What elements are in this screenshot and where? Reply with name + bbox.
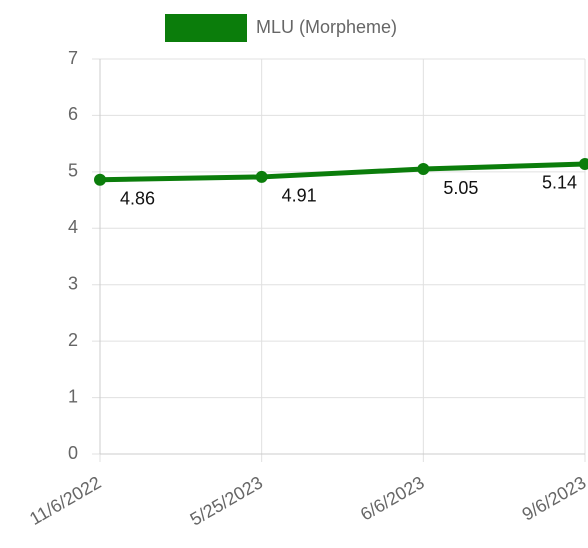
y-tick-label: 6	[68, 104, 78, 124]
y-tick-label: 1	[68, 386, 78, 406]
data-point	[579, 157, 588, 170]
data-point	[94, 173, 106, 186]
y-tick-label: 7	[68, 48, 78, 68]
data-point	[255, 170, 268, 183]
y-tick-label: 0	[68, 443, 78, 463]
data-label: 5.05	[443, 178, 478, 198]
y-tick-label: 4	[68, 217, 78, 237]
x-tick-label: 5/25/2023	[187, 472, 266, 529]
x-tick-label: 9/6/2023	[519, 472, 588, 524]
x-tick-label: 6/6/2023	[357, 472, 428, 524]
legend-swatch	[165, 14, 247, 42]
data-point	[417, 163, 430, 176]
x-tick-label: 11/6/2022	[26, 472, 104, 529]
data-label: 4.91	[282, 186, 317, 206]
y-tick-label: 5	[68, 161, 78, 181]
y-tick-label: 2	[68, 330, 78, 350]
data-label: 5.14	[542, 173, 577, 193]
series-line	[99, 161, 586, 183]
legend-label: MLU (Morpheme)	[256, 17, 397, 37]
y-tick-label: 3	[68, 273, 78, 293]
data-label: 4.86	[120, 189, 155, 209]
